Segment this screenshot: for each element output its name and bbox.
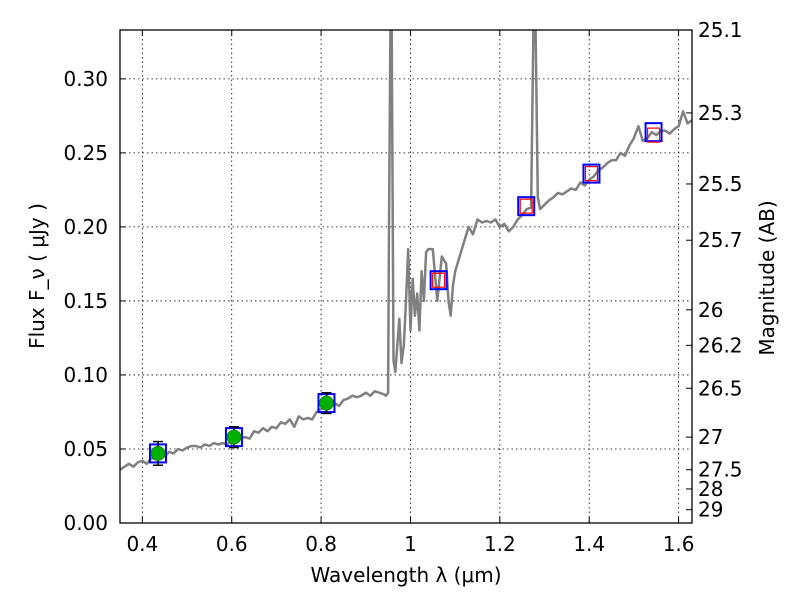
right-tick-label: 25.1: [698, 18, 743, 42]
x-tick-label: 1: [404, 532, 417, 556]
y-tick-label: 0.20: [63, 215, 108, 239]
model-point-marker: [517, 196, 536, 217]
right-tick-label: 27.5: [698, 458, 743, 482]
right-tick-label: 25.7: [698, 228, 743, 252]
y-tick-label: 0.00: [63, 511, 108, 535]
right-tick-label: 29: [698, 498, 723, 522]
model-point-marker: [429, 270, 448, 291]
x-tick-label: 0.4: [126, 532, 158, 556]
upper-limit-marker: [584, 166, 599, 182]
y-tick-label: 0.15: [63, 289, 108, 313]
right-tick-label: 25.3: [698, 101, 743, 125]
right-tick-label: 27: [698, 425, 723, 449]
axes-frame: [119, 29, 693, 524]
y-tick-label: 0.25: [63, 141, 108, 165]
y-tick-label: 0.30: [63, 67, 108, 91]
sed-model-line: [120, 30, 692, 471]
upper-limit-marker: [519, 198, 533, 214]
right-tick-label: 28: [698, 477, 723, 501]
model-point-marker: [644, 122, 663, 143]
right-tick-label: 26.5: [698, 376, 743, 400]
y-axis-label: Flux F_ν ( μJy ): [25, 203, 49, 349]
model-point-marker: [582, 163, 601, 184]
observed-point: [319, 395, 334, 411]
x-tick-label: 0.6: [216, 532, 248, 556]
axis-ticks: 0.4 0.6 0.8 1 1.2 1.4 1.6 0.00 0.05 0.10 0.15 0.20 0…: [63, 18, 742, 556]
y-axis-right-label: Magnitude (AB): [755, 200, 779, 355]
plot-area: [120, 30, 692, 471]
right-tick-label: 26.2: [698, 333, 743, 357]
upper-limit-marker: [432, 272, 446, 288]
x-tick-label: 0.8: [305, 532, 337, 556]
upper-limit-marker: [646, 127, 661, 143]
x-axis-label: Wavelength λ (μm): [310, 563, 501, 587]
right-tick-label: 26: [698, 298, 723, 322]
plot-frame: [119, 29, 693, 524]
x-tick-label: 1.2: [484, 532, 516, 556]
y-tick-label: 0.10: [63, 363, 108, 387]
right-tick-label: 25.5: [698, 172, 743, 196]
y-tick-label: 0.05: [63, 437, 108, 461]
x-tick-label: 1.4: [573, 532, 605, 556]
observed-point: [226, 429, 242, 445]
observed-point: [150, 446, 166, 461]
x-tick-label: 1.6: [663, 532, 695, 556]
